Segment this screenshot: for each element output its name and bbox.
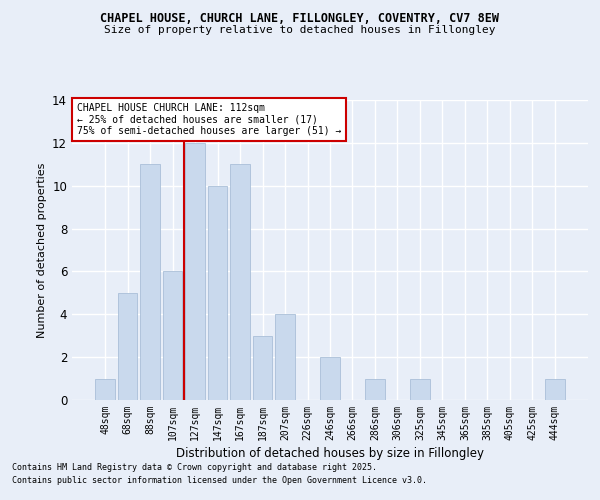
- Bar: [118, 293, 137, 400]
- Y-axis label: Number of detached properties: Number of detached properties: [37, 162, 47, 338]
- Text: Contains public sector information licensed under the Open Government Licence v3: Contains public sector information licen…: [12, 476, 427, 485]
- Bar: [208, 186, 227, 400]
- Bar: [545, 378, 565, 400]
- X-axis label: Distribution of detached houses by size in Fillongley: Distribution of detached houses by size …: [176, 447, 484, 460]
- Text: Size of property relative to detached houses in Fillongley: Size of property relative to detached ho…: [104, 25, 496, 35]
- Bar: [163, 272, 182, 400]
- Bar: [185, 143, 205, 400]
- Bar: [253, 336, 272, 400]
- Bar: [365, 378, 385, 400]
- Bar: [410, 378, 430, 400]
- Bar: [95, 378, 115, 400]
- Bar: [320, 357, 340, 400]
- Bar: [230, 164, 250, 400]
- Text: CHAPEL HOUSE CHURCH LANE: 112sqm
← 25% of detached houses are smaller (17)
75% o: CHAPEL HOUSE CHURCH LANE: 112sqm ← 25% o…: [77, 103, 341, 136]
- Text: Contains HM Land Registry data © Crown copyright and database right 2025.: Contains HM Land Registry data © Crown c…: [12, 464, 377, 472]
- Bar: [275, 314, 295, 400]
- Text: CHAPEL HOUSE, CHURCH LANE, FILLONGLEY, COVENTRY, CV7 8EW: CHAPEL HOUSE, CHURCH LANE, FILLONGLEY, C…: [101, 12, 499, 26]
- Bar: [140, 164, 160, 400]
